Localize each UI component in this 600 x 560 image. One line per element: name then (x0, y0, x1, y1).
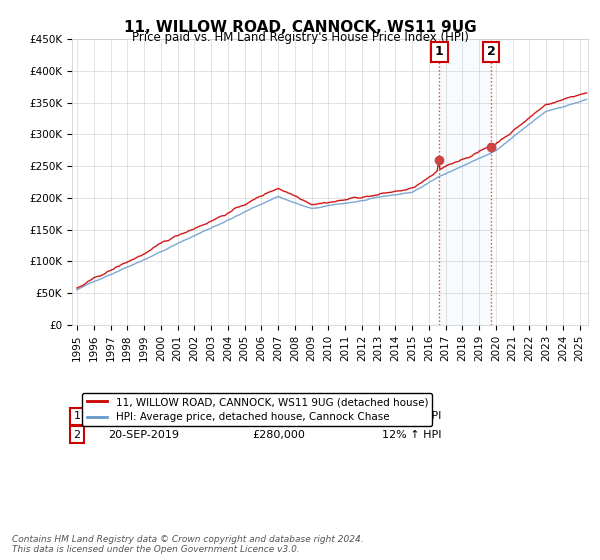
Text: Contains HM Land Registry data © Crown copyright and database right 2024.
This d: Contains HM Land Registry data © Crown c… (12, 535, 364, 554)
Text: 1: 1 (435, 45, 444, 58)
Text: 20-SEP-2019: 20-SEP-2019 (108, 430, 179, 440)
Text: 19-AUG-2016: 19-AUG-2016 (108, 411, 182, 421)
Text: Price paid vs. HM Land Registry's House Price Index (HPI): Price paid vs. HM Land Registry's House … (131, 31, 469, 44)
Text: 2: 2 (487, 45, 496, 58)
Text: £258,995: £258,995 (253, 411, 306, 421)
Text: 12% ↑ HPI: 12% ↑ HPI (382, 430, 441, 440)
Text: 1: 1 (74, 411, 80, 421)
Text: 16% ↑ HPI: 16% ↑ HPI (382, 411, 441, 421)
Text: 2: 2 (74, 430, 81, 440)
Text: £280,000: £280,000 (253, 430, 305, 440)
Text: 11, WILLOW ROAD, CANNOCK, WS11 9UG: 11, WILLOW ROAD, CANNOCK, WS11 9UG (124, 20, 476, 35)
Bar (439, 39, 491, 325)
Legend: 11, WILLOW ROAD, CANNOCK, WS11 9UG (detached house), HPI: Average price, detache: 11, WILLOW ROAD, CANNOCK, WS11 9UG (deta… (82, 393, 433, 426)
